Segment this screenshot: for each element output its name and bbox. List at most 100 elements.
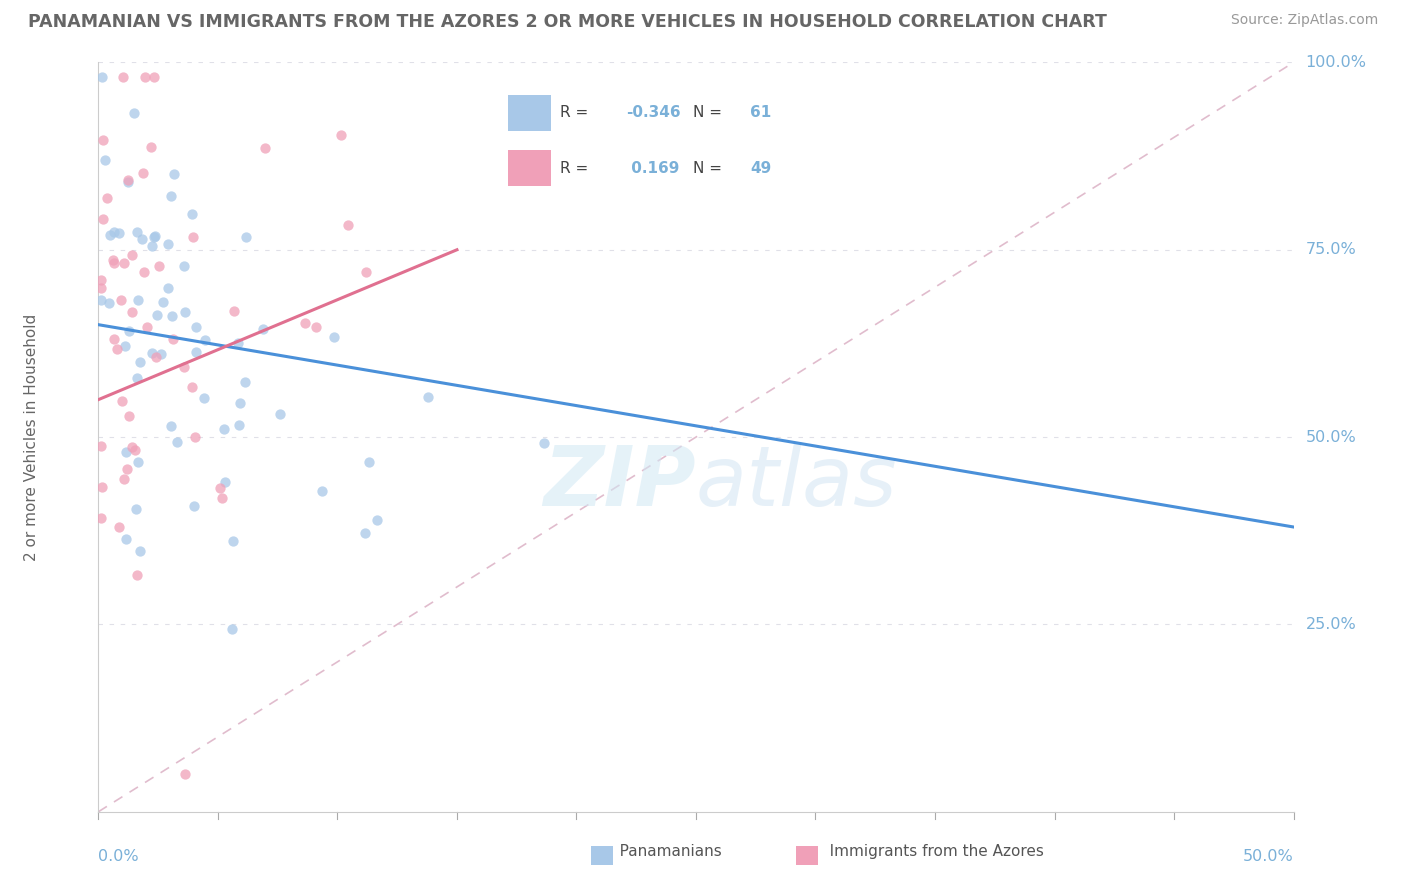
- Point: [141, 239, 163, 253]
- Text: 75.0%: 75.0%: [1306, 243, 1357, 257]
- Text: R =: R =: [560, 105, 593, 120]
- Point: [156, 236, 179, 251]
- Point: [118, 409, 141, 423]
- Point: [228, 396, 250, 410]
- Text: Panamanians: Panamanians: [605, 845, 721, 859]
- Text: Immigrants from the Azores: Immigrants from the Azores: [815, 845, 1045, 859]
- Point: [114, 339, 136, 353]
- Point: [208, 481, 231, 495]
- Point: [235, 375, 257, 389]
- Text: 100.0%: 100.0%: [1306, 55, 1367, 70]
- Point: [112, 472, 135, 486]
- Point: [93, 153, 115, 167]
- Point: [132, 265, 155, 279]
- Point: [127, 455, 149, 469]
- Point: [91, 70, 114, 85]
- Point: [181, 207, 204, 221]
- Point: [125, 501, 148, 516]
- Point: [117, 173, 139, 187]
- Point: [98, 296, 121, 310]
- Point: [254, 141, 277, 155]
- Text: N =: N =: [693, 161, 727, 176]
- FancyBboxPatch shape: [508, 150, 551, 186]
- Point: [115, 462, 138, 476]
- Point: [145, 350, 167, 364]
- Point: [124, 106, 146, 120]
- Text: R =: R =: [560, 161, 593, 176]
- Point: [90, 293, 112, 307]
- Text: 25.0%: 25.0%: [1306, 617, 1357, 632]
- Point: [127, 293, 149, 307]
- Point: [90, 510, 112, 524]
- Point: [160, 418, 183, 433]
- Point: [193, 391, 215, 405]
- Point: [96, 191, 118, 205]
- Point: [359, 455, 381, 469]
- Point: [143, 230, 166, 244]
- Point: [90, 273, 112, 287]
- Point: [103, 256, 125, 270]
- Point: [173, 767, 195, 781]
- Point: [131, 166, 153, 180]
- Point: [111, 393, 134, 408]
- Text: 0.169: 0.169: [626, 161, 679, 176]
- Point: [146, 309, 169, 323]
- Point: [354, 265, 377, 279]
- Point: [212, 422, 235, 436]
- Point: [148, 259, 170, 273]
- Text: 49: 49: [749, 161, 772, 176]
- Point: [228, 417, 250, 432]
- Point: [166, 434, 188, 449]
- Text: 50.0%: 50.0%: [1306, 430, 1357, 444]
- Text: 61: 61: [749, 105, 772, 120]
- Point: [127, 370, 149, 384]
- Text: N =: N =: [693, 105, 727, 120]
- Point: [134, 70, 156, 85]
- Point: [311, 484, 333, 499]
- Point: [103, 333, 125, 347]
- Point: [110, 293, 132, 307]
- Point: [139, 139, 162, 153]
- Point: [91, 133, 114, 147]
- Point: [105, 342, 128, 356]
- Point: [128, 544, 150, 558]
- Point: [121, 248, 143, 262]
- Point: [90, 281, 112, 295]
- Point: [124, 443, 146, 458]
- Point: [98, 227, 121, 242]
- Point: [156, 281, 179, 295]
- Text: ZIP: ZIP: [543, 442, 696, 523]
- Point: [294, 317, 316, 331]
- Point: [222, 533, 245, 548]
- Text: 0.0%: 0.0%: [98, 849, 139, 864]
- Point: [173, 259, 195, 273]
- Point: [152, 295, 174, 310]
- Point: [160, 309, 183, 323]
- Point: [127, 568, 149, 582]
- Point: [149, 347, 172, 361]
- Point: [221, 622, 243, 636]
- Point: [163, 167, 186, 181]
- Point: [141, 346, 163, 360]
- Point: [269, 407, 291, 421]
- Point: [91, 212, 114, 227]
- Point: [416, 390, 439, 404]
- Point: [115, 532, 138, 546]
- Point: [173, 305, 195, 319]
- Point: [108, 227, 131, 241]
- Point: [112, 255, 135, 269]
- Point: [103, 225, 125, 239]
- Point: [337, 218, 360, 232]
- Point: [186, 320, 208, 334]
- Point: [115, 445, 138, 459]
- Point: [101, 253, 124, 268]
- Point: [118, 324, 141, 338]
- Point: [121, 440, 143, 454]
- Point: [183, 499, 205, 513]
- Point: [366, 513, 388, 527]
- Point: [222, 304, 245, 318]
- Point: [131, 232, 153, 246]
- Point: [305, 320, 328, 334]
- Point: [330, 128, 353, 143]
- Point: [184, 430, 207, 444]
